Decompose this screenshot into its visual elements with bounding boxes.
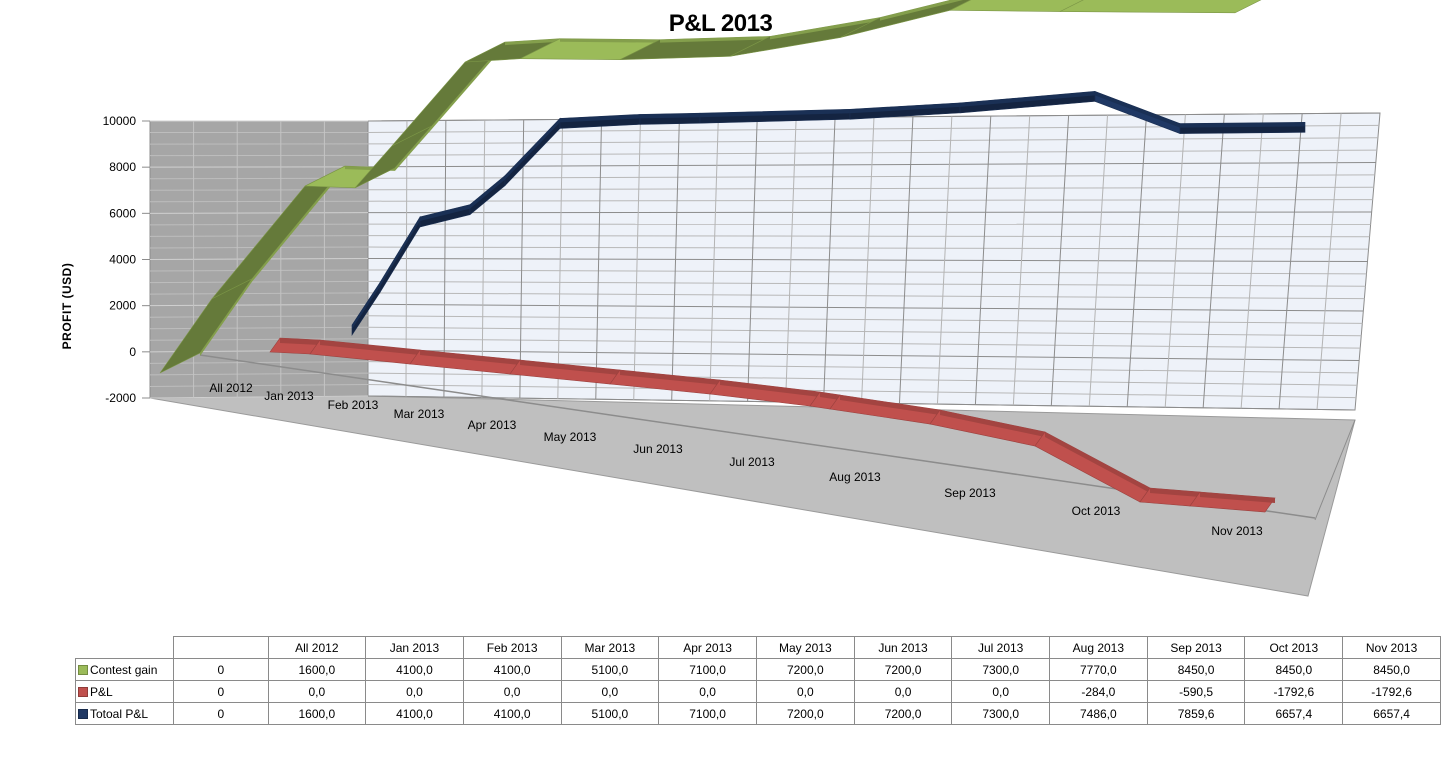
x-tick-label: All 2012	[209, 381, 253, 395]
table-cell: 4100,0	[365, 658, 464, 681]
table-cell: 8450,0	[1244, 658, 1344, 681]
table-cell: 8450,0	[1342, 658, 1441, 681]
table-cell: 7200,0	[853, 658, 953, 681]
chart-plot-area: 10000 8000 6000 4000 2000 0 -2000 All 2012 Jan …	[60, 0, 1381, 597]
table-cell: 5100,0	[560, 702, 660, 725]
y-tick-label: 8000	[109, 160, 136, 174]
x-tick-label: Mar 2013	[394, 407, 445, 421]
table-cell: 7300,0	[951, 658, 1050, 681]
table-cell: -1792,6	[1244, 680, 1344, 703]
y-tick-label: 4000	[109, 253, 136, 267]
table-cell: 6657,4	[1244, 702, 1344, 725]
table-row: P&L 0 0,0 0,0 0,0 0,0 0,0 0,0 0,0 0,0 -284,0 -590,5…	[74, 680, 1441, 703]
table-cell: 0	[173, 680, 269, 703]
table-cell: 7770,0	[1048, 658, 1148, 681]
table-cell: 8450,0	[1146, 658, 1246, 681]
x-tick-label: Jan 2013	[264, 389, 314, 403]
data-table: All 2012 Jan 2013 Feb 2013 Mar 2013 Apr 2013…	[74, 636, 1441, 725]
table-cell: 4100,0	[462, 702, 562, 725]
x-tick-label: Oct 2013	[1072, 504, 1121, 518]
series-layer	[159, 0, 1306, 513]
table-cell: 0,0	[365, 680, 464, 703]
column-header	[173, 636, 269, 659]
x-tick-label: Nov 2013	[1211, 524, 1263, 538]
chart-title: P&L 2013	[668, 10, 773, 37]
table-cell: 0	[173, 658, 269, 681]
column-header: Oct 2013	[1244, 636, 1344, 659]
column-header: Jan 2013	[365, 636, 464, 659]
table-cell: 7100,0	[658, 658, 757, 681]
table-header-row: All 2012 Jan 2013 Feb 2013 Mar 2013 Apr 2013…	[75, 636, 1441, 659]
series-label: Contest gain	[90, 662, 158, 677]
legend-swatch-icon	[78, 664, 88, 675]
y-tick-label: 2000	[109, 299, 136, 313]
series-label: Totoal P&L	[90, 706, 149, 721]
y-axis-label: PROFIT (USD)	[60, 263, 74, 350]
legend-entry: Contest gain	[74, 658, 175, 681]
x-tick-label: May 2013	[544, 430, 597, 444]
x-tick-label: Feb 2013	[328, 398, 379, 412]
y-tick-label: 0	[129, 345, 136, 359]
table-cell: -284,0	[1048, 680, 1148, 703]
table-cell: 0,0	[755, 680, 855, 703]
column-header: Aug 2013	[1048, 636, 1148, 659]
table-cell: 0,0	[951, 680, 1050, 703]
table-cell: 1600,0	[267, 658, 367, 681]
column-header: Jul 2013	[951, 636, 1050, 659]
x-axis: All 2012 Jan 2013 Feb 2013 Mar 2013 Apr 2013…	[209, 381, 1263, 538]
table-row: Totoal P&L 0 1600,0 4100,0 4100,0 5100,0 7100,…	[74, 702, 1441, 725]
column-header: Mar 2013	[560, 636, 660, 659]
legend-swatch-icon	[78, 686, 88, 697]
table-cell: 4100,0	[462, 658, 562, 681]
table-cell: 4100,0	[365, 702, 464, 725]
series-total-pl	[351, 90, 1306, 337]
y-tick-label: 6000	[109, 206, 136, 220]
y-tick-label: -2000	[105, 391, 136, 405]
series-contest-gain	[159, 0, 1262, 374]
series-pl	[269, 337, 1276, 513]
x-tick-label: Jul 2013	[729, 455, 775, 469]
y-tick-label: 10000	[103, 114, 137, 128]
legend-swatch-icon	[78, 708, 88, 719]
column-header: Jun 2013	[853, 636, 953, 659]
table-cell: 1600,0	[267, 702, 367, 725]
column-header: Apr 2013	[658, 636, 757, 659]
table-cell: -1792,6	[1342, 680, 1441, 703]
series-label: P&L	[90, 684, 113, 699]
x-tick-label: Jun 2013	[633, 442, 683, 456]
table-cell: 7200,0	[755, 658, 855, 681]
x-tick-label: Sep 2013	[944, 486, 996, 500]
table-cell: 0,0	[560, 680, 660, 703]
table-cell: 6657,4	[1342, 702, 1441, 725]
table-cell: 0,0	[658, 680, 757, 703]
table-cell: 7486,0	[1048, 702, 1148, 725]
table-cell: 7200,0	[755, 702, 855, 725]
table-cell: 7300,0	[951, 702, 1050, 725]
table-cell: 0,0	[462, 680, 562, 703]
table-cell: 0	[173, 702, 269, 725]
legend-entry: Totoal P&L	[74, 702, 175, 725]
column-header: All 2012	[267, 636, 367, 659]
table-cell: 7200,0	[853, 702, 953, 725]
table-cell: -590,5	[1146, 680, 1246, 703]
table-cell: 0,0	[853, 680, 953, 703]
column-header: Feb 2013	[462, 636, 562, 659]
table-corner	[75, 636, 175, 659]
table-cell: 7100,0	[658, 702, 757, 725]
column-header: Sep 2013	[1146, 636, 1246, 659]
column-header: May 2013	[755, 636, 855, 659]
table-row: Contest gain 0 1600,0 4100,0 4100,0 5100,0 710…	[74, 658, 1441, 681]
table-cell: 5100,0	[560, 658, 660, 681]
x-tick-label: Aug 2013	[829, 470, 881, 484]
y-axis: 10000 8000 6000 4000 2000 0 -2000	[103, 114, 150, 405]
table-cell: 7859,6	[1146, 702, 1246, 725]
legend-entry: P&L	[74, 680, 175, 703]
table-cell: 0,0	[267, 680, 367, 703]
column-header: Nov 2013	[1342, 636, 1441, 659]
x-tick-label: Apr 2013	[468, 418, 517, 432]
